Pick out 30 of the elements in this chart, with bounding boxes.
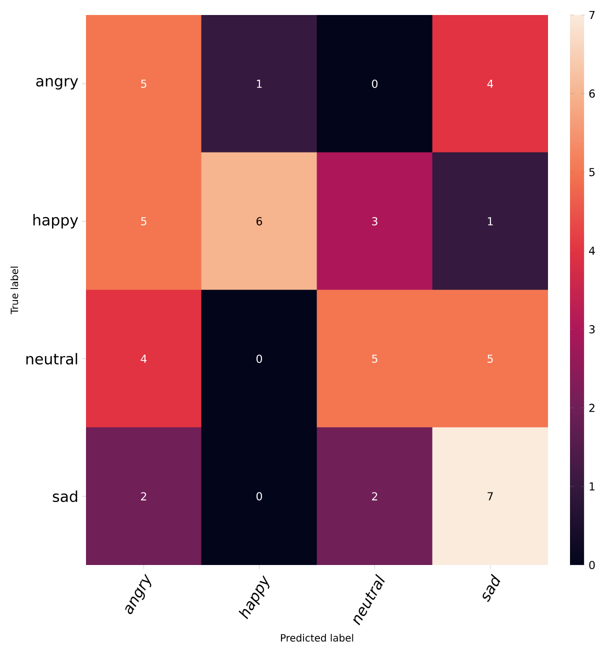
- data-label: 4: [487, 80, 494, 88]
- color-bar-label: 6: [589, 89, 595, 98]
- data-label: 5: [488, 354, 493, 363]
- data-label: 1: [488, 217, 493, 226]
- data-label: 0: [256, 354, 262, 363]
- y-tick-label: angry: [36, 78, 78, 90]
- color-bar-label: 0: [589, 560, 595, 570]
- color-bar-label: 1: [590, 482, 594, 490]
- data-label: 5: [141, 217, 146, 226]
- data-label: 6: [256, 217, 262, 226]
- y-tick-label: neutral: [26, 352, 78, 365]
- data-label: 7: [488, 492, 493, 500]
- y-axis-title: True label: [10, 266, 18, 314]
- color-bar-label: 7: [589, 11, 595, 19]
- color-bar-label: 4: [589, 246, 595, 255]
- color-bar-label: 3: [589, 325, 595, 334]
- data-label: 5: [141, 80, 146, 88]
- data-label: 1: [256, 80, 262, 88]
- data-label: 2: [141, 492, 146, 500]
- data-label: 5: [372, 354, 378, 363]
- x-axis-title: Predicted label: [280, 634, 354, 642]
- y-tick-label: sad: [52, 490, 78, 502]
- data-label: 3: [372, 217, 378, 226]
- data-label: 4: [140, 354, 147, 363]
- data-label: 0: [256, 492, 262, 500]
- data-label: 0: [372, 80, 378, 88]
- y-tick-label: happy: [33, 214, 78, 228]
- color-bar-label: 2: [589, 404, 594, 412]
- data-label: 2: [372, 492, 378, 500]
- color-bar-label: 5: [589, 168, 595, 176]
